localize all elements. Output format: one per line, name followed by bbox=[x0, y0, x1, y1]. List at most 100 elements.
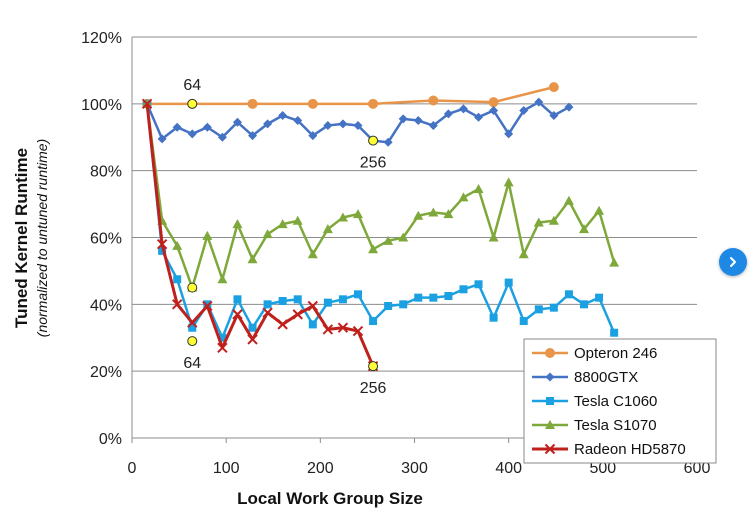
legend-item: Opteron 246 bbox=[532, 345, 657, 362]
legend-swatch-marker bbox=[545, 420, 555, 429]
data-point bbox=[202, 122, 212, 132]
data-point bbox=[534, 97, 544, 107]
data-point bbox=[564, 290, 573, 299]
x-tick-label: 500 bbox=[589, 460, 616, 477]
x-stroke bbox=[156, 238, 168, 250]
data-point bbox=[428, 121, 438, 131]
data-point bbox=[533, 217, 544, 227]
data-point bbox=[188, 323, 197, 332]
series-line bbox=[145, 103, 616, 289]
data-point bbox=[594, 205, 605, 215]
data-point bbox=[203, 300, 212, 309]
x-tick-label: 400 bbox=[495, 460, 522, 477]
data-point bbox=[307, 300, 319, 312]
data-point bbox=[308, 131, 318, 141]
data-point bbox=[413, 116, 423, 126]
x-stroke bbox=[277, 319, 288, 330]
data-point bbox=[474, 280, 483, 289]
x-stroke bbox=[292, 309, 303, 320]
x-tick-label: 200 bbox=[307, 460, 334, 477]
series-radeon-hd5870 bbox=[141, 98, 379, 372]
x-stroke bbox=[187, 317, 198, 328]
data-point bbox=[171, 299, 183, 310]
legend-item: Tesla C1060 bbox=[532, 393, 657, 410]
data-point bbox=[352, 325, 364, 337]
data-point bbox=[398, 232, 409, 242]
x-stroke bbox=[262, 307, 273, 318]
data-point bbox=[262, 307, 273, 318]
series-tesla-c1060 bbox=[143, 99, 619, 342]
y-tick-label: 60% bbox=[90, 231, 122, 248]
y-tick-label: 120% bbox=[81, 30, 122, 47]
data-point bbox=[610, 328, 619, 337]
data-point bbox=[156, 238, 168, 250]
next-slide-button[interactable] bbox=[719, 248, 747, 276]
annotation-label: 256 bbox=[360, 155, 387, 172]
data-point bbox=[474, 112, 484, 122]
data-point bbox=[399, 300, 408, 309]
series-line bbox=[147, 85, 555, 106]
data-point bbox=[337, 322, 349, 333]
data-point bbox=[428, 95, 439, 106]
data-point bbox=[233, 295, 242, 304]
data-point bbox=[293, 116, 303, 126]
data-point bbox=[519, 106, 529, 116]
data-point bbox=[429, 293, 438, 302]
data-point bbox=[263, 300, 272, 309]
x-tick-label: 600 bbox=[684, 460, 711, 477]
data-point bbox=[217, 342, 228, 353]
data-point bbox=[369, 317, 378, 326]
legend-swatch-marker bbox=[545, 348, 555, 358]
annotation-label: 64 bbox=[183, 355, 201, 372]
series-tesla-s1070 bbox=[142, 98, 620, 292]
data-point bbox=[293, 295, 302, 304]
highlight-point bbox=[187, 336, 198, 347]
data-point bbox=[549, 111, 559, 121]
x-stroke bbox=[232, 309, 243, 320]
y-tick-label: 100% bbox=[81, 97, 122, 114]
data-point bbox=[277, 219, 288, 229]
annotation-label: 64 bbox=[183, 77, 201, 94]
data-point bbox=[444, 291, 453, 300]
y-tick-label: 40% bbox=[90, 297, 122, 314]
legend-swatch-marker bbox=[546, 397, 554, 405]
series-opteron-246 bbox=[142, 82, 559, 109]
highlight-point bbox=[187, 282, 198, 293]
x-tick-label: 100 bbox=[213, 460, 240, 477]
legend-item: Tesla S1070 bbox=[532, 417, 657, 434]
data-point bbox=[353, 209, 363, 219]
data-point bbox=[308, 320, 317, 329]
legend-label: Tesla S1070 bbox=[574, 417, 657, 434]
data-point bbox=[443, 109, 453, 119]
data-point bbox=[278, 296, 287, 305]
data-point bbox=[383, 235, 394, 245]
data-point bbox=[202, 230, 213, 240]
legend: Opteron 246 8800GTX Tesla C1060 Tesla S1070… bbox=[523, 338, 717, 464]
data-point bbox=[473, 184, 484, 194]
data-point bbox=[217, 274, 228, 284]
data-point bbox=[564, 102, 574, 112]
data-point bbox=[232, 117, 242, 127]
data-point bbox=[247, 254, 258, 264]
data-point bbox=[549, 303, 558, 312]
data-point bbox=[609, 257, 620, 267]
data-point bbox=[292, 215, 303, 225]
data-point bbox=[368, 98, 379, 109]
x-stroke bbox=[202, 300, 213, 312]
legend-label: Radeon HD5870 bbox=[574, 441, 686, 458]
x-stroke bbox=[307, 300, 319, 312]
data-point bbox=[534, 305, 543, 314]
data-point bbox=[173, 275, 182, 284]
data-point bbox=[202, 300, 213, 312]
data-point bbox=[248, 131, 258, 141]
data-point bbox=[353, 121, 363, 131]
legend-label: 8800GTX bbox=[574, 369, 638, 386]
data-point bbox=[488, 232, 499, 242]
data-point bbox=[307, 98, 318, 109]
data-point bbox=[278, 111, 288, 121]
data-point bbox=[563, 195, 574, 205]
chevron-right-icon bbox=[727, 256, 739, 268]
data-point bbox=[292, 309, 303, 320]
data-point bbox=[519, 317, 528, 326]
